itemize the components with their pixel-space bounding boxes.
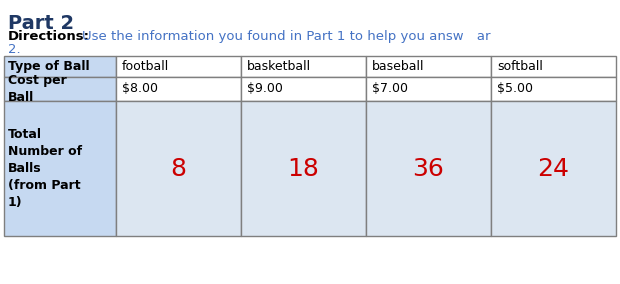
Text: softball: softball (497, 60, 543, 73)
Text: Cost per
Ball: Cost per Ball (8, 74, 67, 104)
Bar (4, 56, 116, 77)
Text: 36: 36 (412, 156, 445, 181)
Text: Total
Number of
Balls
(from Part
1): Total Number of Balls (from Part 1) (8, 128, 82, 209)
Bar (491, 56, 616, 77)
Bar (116, 56, 241, 77)
Bar (491, 101, 616, 236)
Text: $9.00: $9.00 (247, 82, 283, 95)
Bar (116, 77, 241, 101)
Text: 18: 18 (288, 156, 319, 181)
Text: $8.00: $8.00 (122, 82, 158, 95)
Bar (4, 77, 116, 101)
Bar (366, 77, 491, 101)
Bar (241, 77, 366, 101)
Bar (366, 101, 491, 236)
Bar (366, 56, 491, 77)
Text: $5.00: $5.00 (497, 82, 533, 95)
Bar (241, 56, 366, 77)
Text: 24: 24 (538, 156, 570, 181)
Bar (4, 101, 116, 236)
Bar (491, 77, 616, 101)
Bar (241, 101, 366, 236)
Text: Use the information you found in Part 1 to help you answ ar: Use the information you found in Part 1 … (82, 30, 490, 43)
Text: 8: 8 (170, 156, 187, 181)
Text: $7.00: $7.00 (372, 82, 408, 95)
Text: football: football (122, 60, 169, 73)
Text: baseball: baseball (372, 60, 425, 73)
Text: basketball: basketball (247, 60, 311, 73)
Text: Part 2: Part 2 (8, 14, 74, 33)
Bar (116, 101, 241, 236)
Text: 2.: 2. (8, 43, 20, 56)
Text: Directions:: Directions: (8, 30, 90, 43)
Text: Type of Ball: Type of Ball (8, 60, 90, 73)
